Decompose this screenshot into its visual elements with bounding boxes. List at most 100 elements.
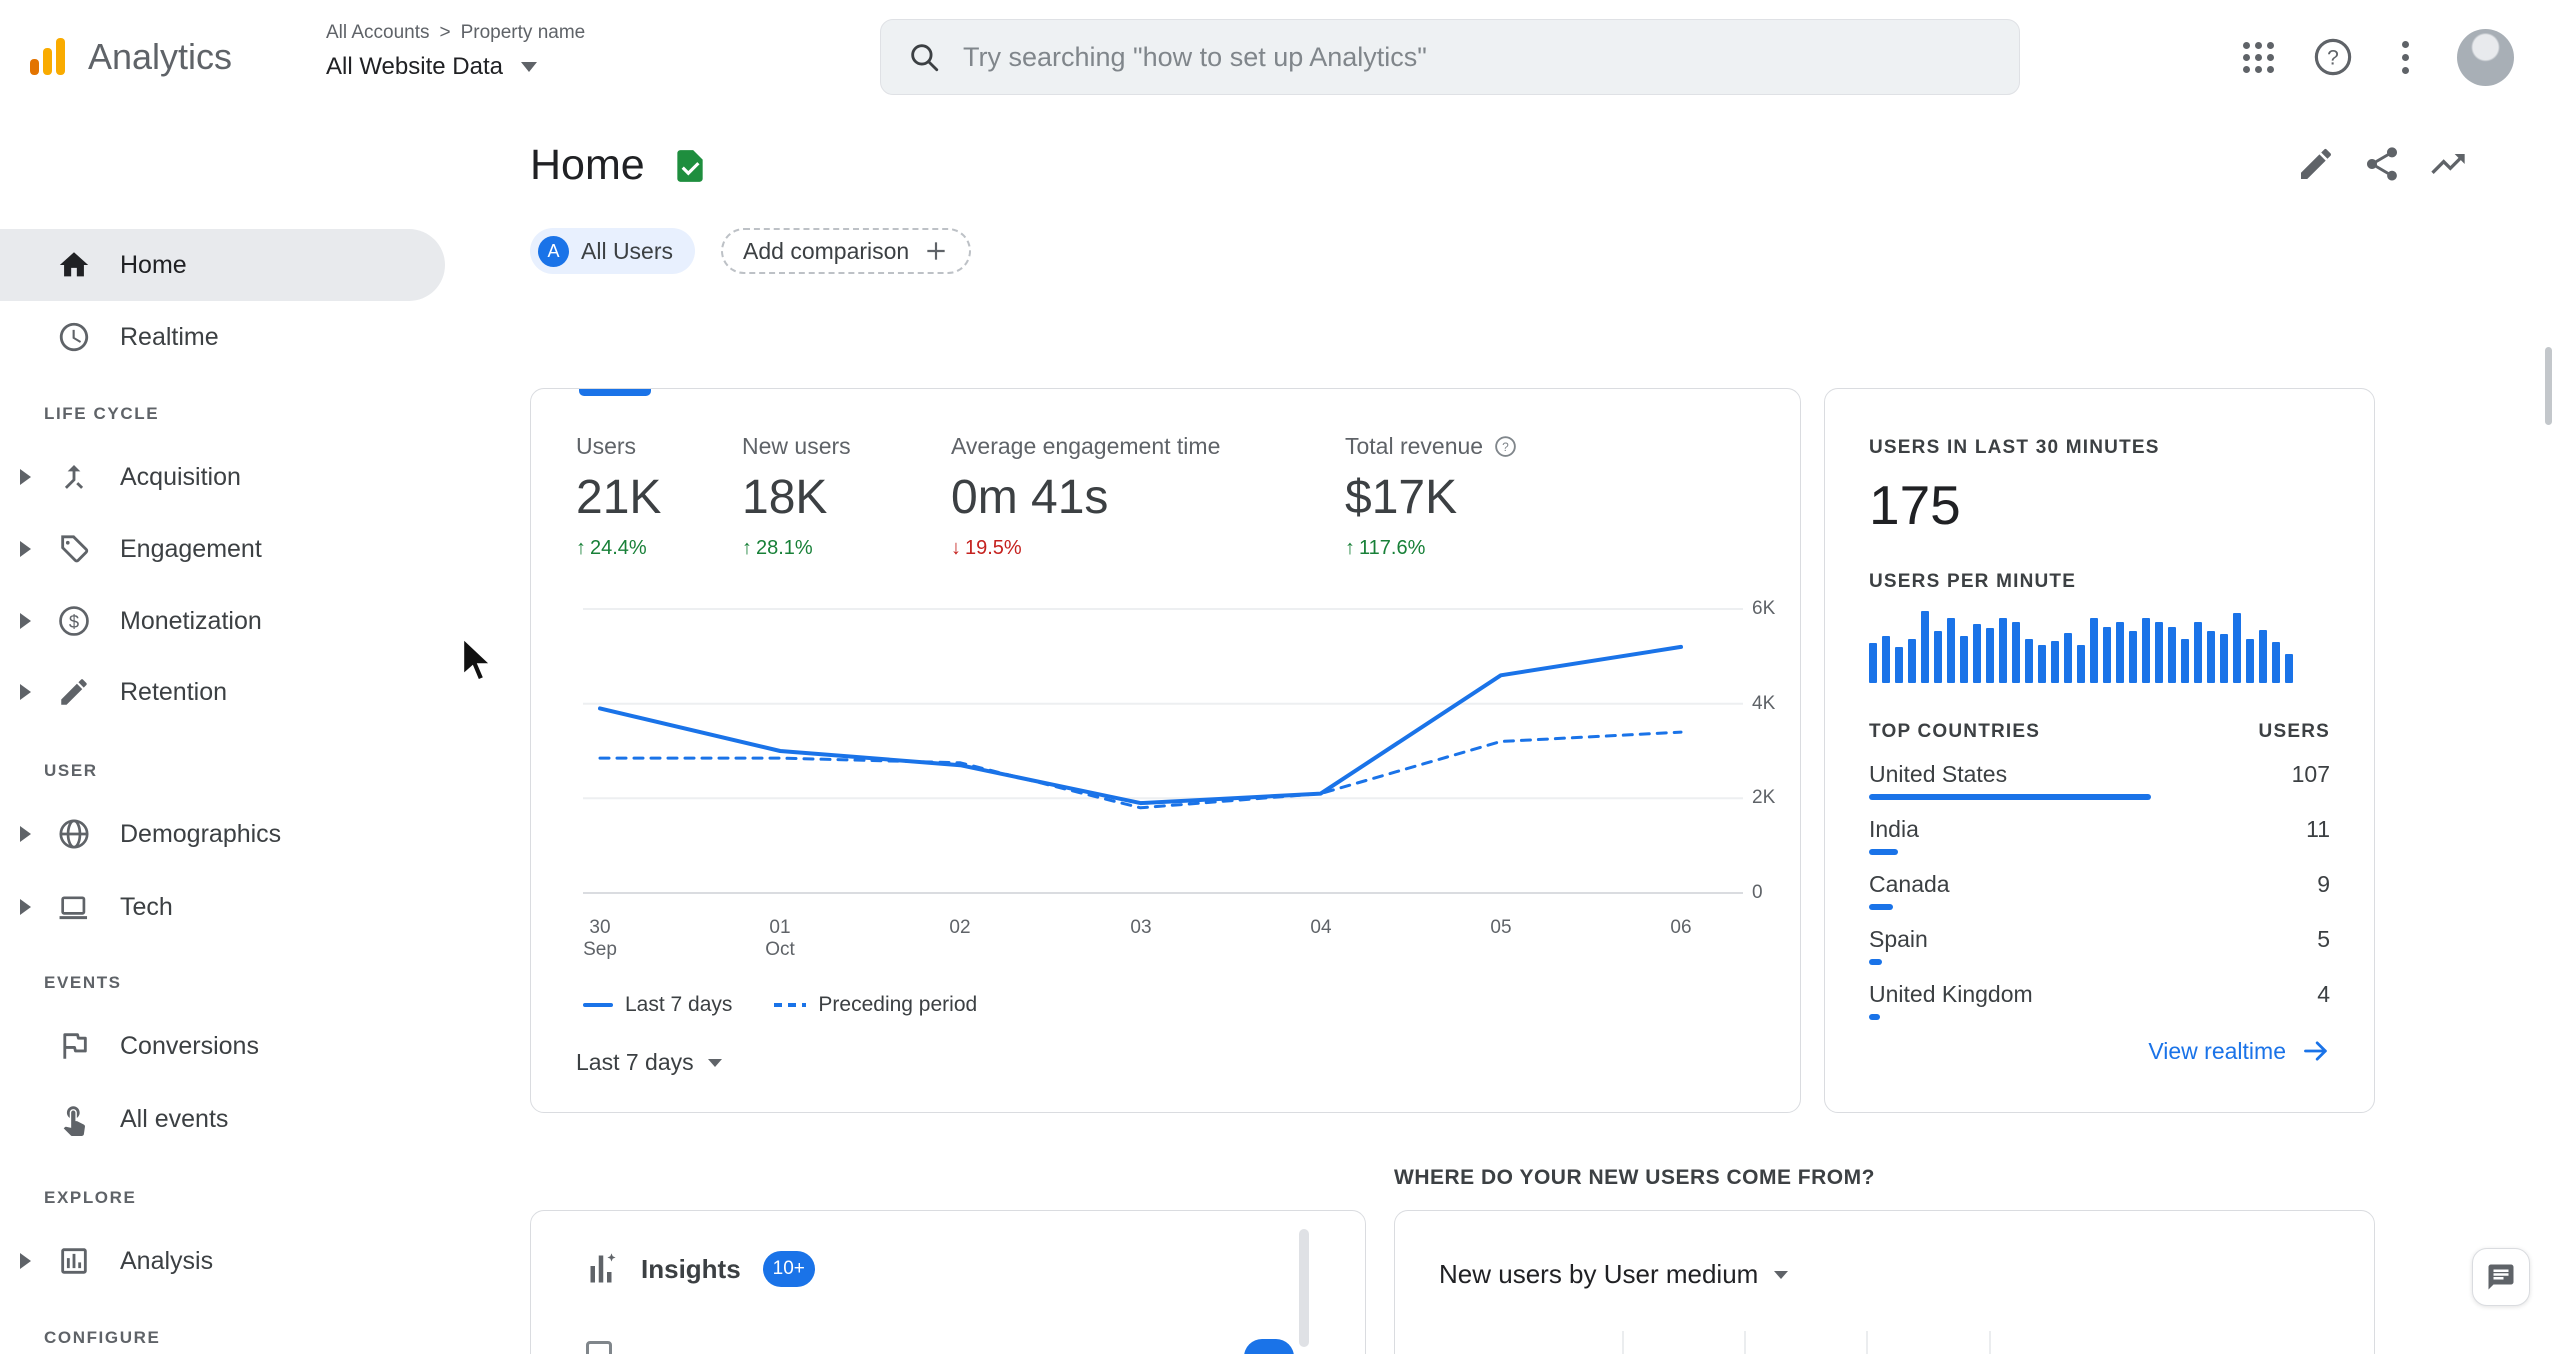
date-range-selector[interactable]: Last 7 days [576, 1049, 722, 1076]
brand[interactable]: Analytics [24, 0, 232, 114]
acquisition-icon [64, 464, 84, 489]
sidebar-item-home[interactable]: Home [0, 229, 445, 301]
sidebar-item-retention[interactable]: Retention [0, 656, 445, 728]
table-column-divider [1989, 1331, 1991, 1354]
metric-label: New users [742, 433, 851, 459]
country-row: Canada 9 [1869, 871, 2330, 910]
top-bar: Analytics All Accounts > Property name A… [0, 0, 2554, 114]
minute-bar [1882, 636, 1890, 683]
more-options-icon[interactable] [2388, 35, 2423, 80]
new-users-selector-label: New users by User medium [1439, 1259, 1759, 1289]
minute-bar [2194, 622, 2202, 683]
help-circle-icon[interactable]: ? [1493, 434, 1518, 459]
trend-arrow-icon: ↑ [576, 537, 586, 559]
expand-arrow-icon[interactable] [20, 899, 31, 915]
minute-bar [2129, 631, 2137, 683]
search-bar[interactable] [880, 19, 2020, 95]
expand-arrow-icon[interactable] [20, 1253, 31, 1269]
insights-card: Insights 10+ [530, 1210, 1366, 1354]
minute-bar [1895, 647, 1903, 683]
minute-bar [2155, 622, 2163, 683]
sidebar-item-label: Conversions [120, 1031, 259, 1060]
property-selector-label: All Website Data [326, 53, 503, 80]
sidebar-item-acquisition[interactable]: Acquisition [0, 441, 445, 513]
metric-delta: ↓ 19.5% [951, 537, 1022, 559]
expand-arrow-icon[interactable] [20, 826, 31, 842]
insights-trend-icon[interactable] [2428, 144, 2468, 184]
insights-header[interactable]: Insights 10+ [583, 1251, 815, 1287]
page-scrollbar[interactable] [2545, 347, 2552, 425]
legend-current: Last 7 days [583, 993, 732, 1017]
plus-icon [927, 242, 945, 260]
expand-arrow-icon[interactable] [20, 684, 31, 700]
expand-arrow-icon[interactable] [20, 469, 31, 485]
sidebar-item-label: Monetization [120, 606, 262, 635]
touch-icon [63, 1106, 85, 1136]
insight-item-badge [1244, 1339, 1294, 1354]
metric-engagement-time: Average engagement time 0m 41s ↓ 19.5% [951, 433, 1220, 560]
country-share-bar [1869, 1014, 1880, 1020]
legend-previous: Preceding period [774, 993, 977, 1017]
svg-text:?: ? [1502, 440, 1509, 454]
customize-report-icon[interactable] [2296, 144, 2336, 184]
country-share-bar [1869, 849, 1898, 855]
insights-scrollbar[interactable] [1299, 1229, 1309, 1347]
insights-icon [590, 1253, 616, 1283]
add-comparison-button[interactable]: Add comparison [721, 228, 972, 274]
help-icon[interactable]: ? [2312, 36, 2354, 78]
insights-count-badge: 10+ [762, 1251, 815, 1287]
metric-delta: ↑ 24.4% [576, 537, 647, 559]
trend-arrow-icon: ↓ [951, 537, 961, 559]
flag-icon [63, 1033, 87, 1059]
expand-arrow-icon[interactable] [20, 613, 31, 629]
sidebar-item-demographics[interactable]: Demographics [0, 798, 445, 870]
x-axis-tick: 01 Oct [765, 917, 795, 960]
insights-title: Insights [641, 1253, 741, 1284]
metric-delta: ↑ 117.6% [1345, 537, 1426, 559]
x-axis-tick: 05 [1490, 917, 1512, 938]
audience-badge: A [538, 235, 569, 267]
x-axis-tick: 04 [1310, 917, 1332, 938]
breadcrumb[interactable]: All Accounts > Property name [326, 22, 585, 44]
y-axis-tick: 2K [1752, 787, 1776, 808]
search-input[interactable] [963, 41, 1993, 73]
country-name: India [1869, 816, 1919, 842]
avatar[interactable] [2457, 28, 2514, 86]
users-line-chart [583, 608, 1743, 894]
sidebar-item-conversions[interactable]: Conversions [0, 1010, 445, 1082]
mouse-cursor [461, 636, 495, 683]
country-share-bar [1869, 959, 1882, 965]
breadcrumb-property[interactable]: Property name [460, 22, 586, 43]
metric-label: Average engagement time [951, 433, 1221, 459]
sidebar-item-tech[interactable]: Tech [0, 871, 445, 943]
sidebar-item-label: Home [120, 250, 187, 279]
expand-arrow-icon[interactable] [20, 541, 31, 557]
apps-grid-icon[interactable] [2239, 38, 2278, 77]
users-per-minute-chart [1869, 607, 2314, 683]
minute-bar [2051, 641, 2059, 683]
y-axis-tick: 6K [1752, 598, 1776, 619]
users-per-minute-label: USERS PER MINUTE [1869, 571, 2077, 592]
new-users-dimension-selector[interactable]: New users by User medium [1439, 1259, 1789, 1290]
sidebar-section-explore: EXPLORE [44, 1188, 137, 1207]
sidebar-item-all-events[interactable]: All events [0, 1083, 445, 1155]
all-users-chip[interactable]: A All Users [530, 228, 696, 274]
country-share-bar [1869, 904, 1893, 910]
feedback-chat-button[interactable] [2472, 1248, 2530, 1306]
active-tab-indicator [579, 389, 651, 396]
metric-total-revenue: Total revenue ? $17K ↑ 117.6% [1345, 433, 1518, 560]
sidebar-item-engagement[interactable]: Engagement [0, 513, 445, 585]
sidebar-item-monetization[interactable]: $ Monetization [0, 585, 445, 657]
sidebar-section-user: USER [44, 761, 98, 780]
share-icon[interactable] [2362, 144, 2402, 184]
legend-label: Preceding period [818, 993, 978, 1016]
minute-bar [2090, 618, 2098, 683]
chart-box-icon [61, 1248, 87, 1274]
devices-icon [59, 896, 88, 920]
sidebar-item-realtime[interactable]: Realtime [0, 301, 445, 373]
view-realtime-link[interactable]: View realtime [2148, 1037, 2330, 1065]
sidebar-item-analysis[interactable]: Analysis [0, 1225, 445, 1297]
property-selector[interactable]: All Website Data [326, 53, 585, 81]
breadcrumb-account[interactable]: All Accounts [326, 22, 430, 43]
